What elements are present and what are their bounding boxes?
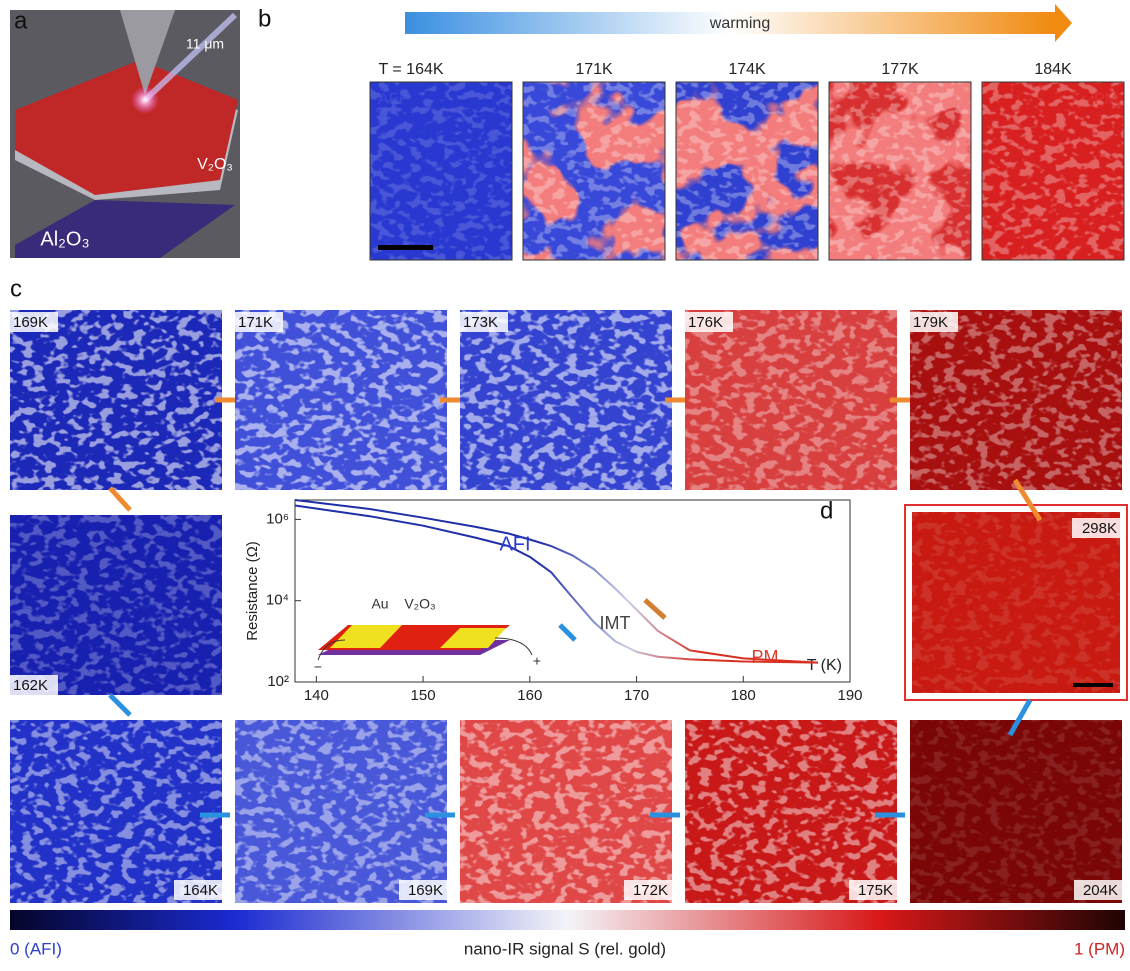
speckle-texture — [685, 720, 897, 903]
speckle-texture — [523, 82, 665, 260]
temperature-label: 173K — [463, 314, 498, 331]
transition-arrow — [110, 488, 130, 510]
y-axis-label: Resistance (Ω) — [244, 541, 261, 641]
substrate-label: Al₂O₃ — [40, 228, 89, 250]
temperature-label: 172K — [633, 882, 668, 899]
speckle-texture — [676, 82, 818, 260]
temperature-label: 174K — [728, 61, 766, 78]
figure: a 11 μm V₂O₃ Al₂O₃ b warming c 140 150 160… — [0, 0, 1130, 966]
phase-label: AFI — [378, 91, 403, 108]
x-tick-label: 150 — [411, 687, 436, 704]
panel-label: b — [258, 5, 271, 32]
inset-label: V₂O₃ — [404, 596, 435, 612]
panel-c: c — [10, 275, 22, 302]
inset-label: + — [533, 653, 541, 669]
y-tick-label: 10² — [267, 673, 289, 690]
scale-bar — [1073, 683, 1113, 687]
panel-b: b warming — [258, 4, 1072, 42]
inset-label: Au — [371, 596, 388, 612]
speckle-texture — [370, 82, 512, 260]
speckle-texture — [910, 310, 1122, 490]
temperature-label: 176K — [688, 314, 723, 331]
arrow-label: warming — [709, 15, 770, 32]
x-tick-label: 140 — [304, 687, 329, 704]
x-axis-label: T (K) — [807, 657, 842, 674]
x-tick-label: 160 — [517, 687, 542, 704]
temperature-label: 171K — [238, 314, 273, 331]
speckle-texture — [982, 82, 1124, 260]
speckle-texture — [235, 720, 447, 903]
temperature-label: 179K — [913, 314, 948, 331]
temperature-label: 298K — [1082, 520, 1117, 537]
transition-arrow — [110, 695, 130, 715]
speckle-texture — [10, 720, 222, 903]
speckle-texture — [829, 82, 971, 260]
panel-d: 140 150 160 170 180 190 10² 10⁴ 10⁶ Resistance (Ω… — [244, 497, 863, 704]
panel-label: c — [10, 275, 22, 302]
y-tick-label: 10⁴ — [266, 592, 289, 609]
temperature-label: 204K — [1083, 882, 1118, 899]
temperature-label: 175K — [858, 882, 893, 899]
temperature-label: 162K — [13, 677, 48, 694]
scale-bar — [378, 245, 433, 250]
y-tick-label: 10⁶ — [266, 510, 289, 527]
x-tick-label: 190 — [837, 687, 862, 704]
speckle-texture — [460, 310, 672, 490]
inset-label: − — [314, 659, 322, 675]
temperature-label: 177K — [881, 61, 919, 78]
temperature-label: T = 164K — [378, 61, 443, 78]
speckle-texture — [910, 720, 1122, 903]
annotation: IMT — [600, 613, 631, 633]
panel-label: a — [14, 7, 28, 34]
temperature-label: 164K — [183, 882, 218, 899]
speckle-texture — [10, 310, 222, 490]
temperature-label: 169K — [408, 882, 443, 899]
annotation: PM — [752, 647, 779, 667]
speckle-texture — [460, 720, 672, 903]
film-label: V₂O₃ — [197, 156, 233, 173]
temperature-label: 169K — [13, 314, 48, 331]
speckle-texture — [10, 515, 222, 695]
speckle-texture — [912, 512, 1120, 693]
scale-text: 11 μm — [186, 36, 224, 52]
colorbar-title: nano-IR signal S (rel. gold) — [464, 939, 666, 958]
speckle-texture — [235, 310, 447, 490]
x-tick-label: 180 — [731, 687, 756, 704]
colorbar — [10, 910, 1125, 930]
panel-label: d — [820, 497, 833, 524]
temperature-label: 184K — [1034, 61, 1072, 78]
temperature-label: 171K — [575, 61, 613, 78]
panel-a: a 11 μm V₂O₃ Al₂O₃ — [10, 7, 240, 258]
colorbar-min: 0 (AFI) — [10, 939, 62, 958]
x-tick-label: 170 — [624, 687, 649, 704]
colorbar-max: 1 (PM) — [1074, 939, 1125, 958]
speckle-texture — [685, 310, 897, 490]
phase-label: PM — [1094, 91, 1118, 108]
annotation: AFI — [499, 533, 530, 555]
